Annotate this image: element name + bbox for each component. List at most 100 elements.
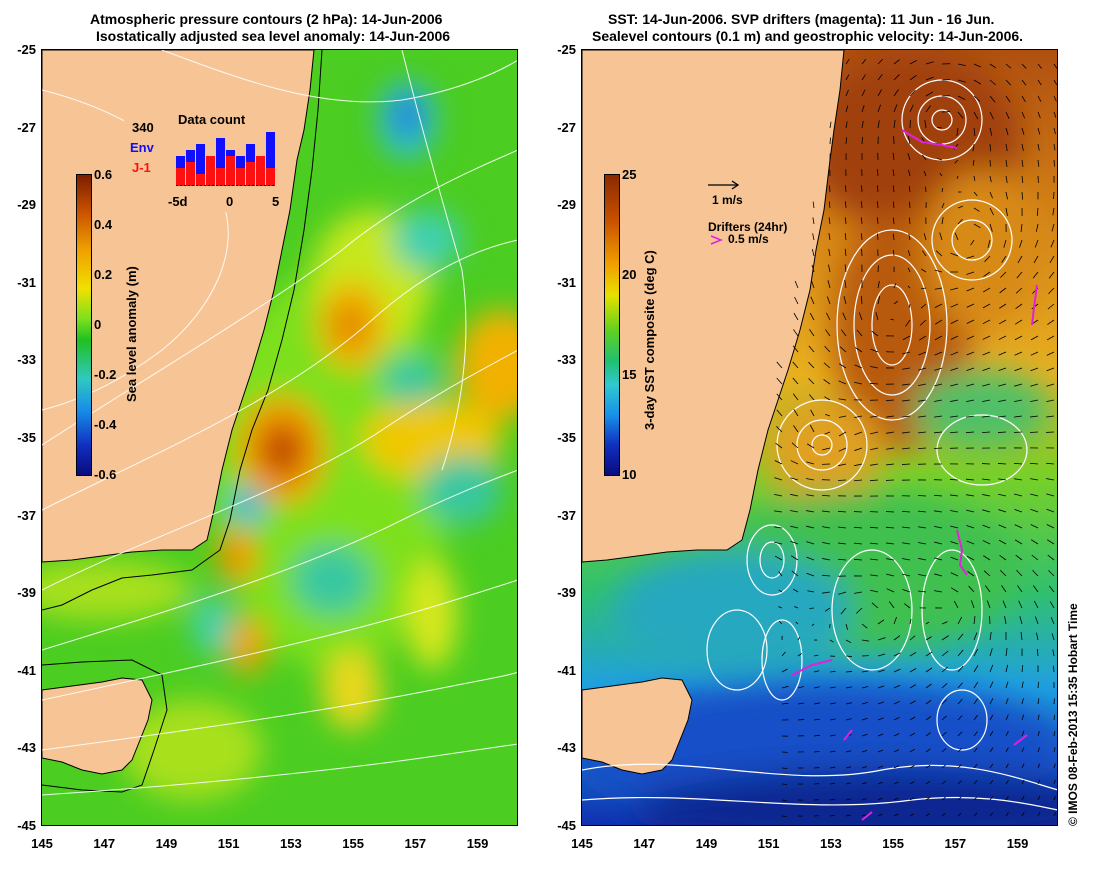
velocity-vector <box>1020 223 1023 232</box>
velocity-vector <box>934 367 943 371</box>
velocity-vector <box>1037 79 1042 86</box>
velocity-vector <box>806 494 815 497</box>
velocity-vector <box>861 686 869 689</box>
velocity-vector <box>794 280 799 289</box>
velocity-vector <box>843 296 847 305</box>
velocity-vector <box>957 205 963 209</box>
velocity-vector <box>1048 570 1055 577</box>
velocity-vector <box>973 207 980 212</box>
velocity-vector <box>934 557 943 561</box>
right-lat-tick: -27 <box>557 119 576 135</box>
velocity-vector <box>797 653 803 657</box>
velocity-vector <box>826 296 831 305</box>
velocity-vector <box>856 329 863 337</box>
velocity-vector <box>797 702 805 705</box>
velocity-vector <box>966 525 975 529</box>
velocity-vector <box>845 750 852 753</box>
velocity-vector <box>957 764 962 769</box>
velocity-vector <box>982 319 991 325</box>
right-lon-tick: 153 <box>820 836 842 851</box>
velocity-vector <box>810 296 815 305</box>
velocity-vector <box>925 667 933 673</box>
velocity-vector <box>1016 569 1023 577</box>
velocity-vector <box>1005 207 1008 216</box>
velocity-vector <box>957 649 964 657</box>
velocity-vector <box>941 635 949 641</box>
velocity-vector <box>1005 664 1009 673</box>
velocity-vector <box>909 618 912 625</box>
velocity-vector <box>877 781 883 785</box>
left-lon-tick: 149 <box>155 836 178 851</box>
velocity-vector <box>909 60 917 65</box>
velocity-vector <box>860 295 863 305</box>
velocity-vector <box>925 797 931 801</box>
velocity-vector <box>838 463 847 467</box>
velocity-vector <box>1014 493 1023 497</box>
velocity-vector <box>918 335 927 341</box>
velocity-vector <box>1001 255 1007 263</box>
velocity-vector <box>998 367 1007 372</box>
right-lat-tick: -43 <box>557 740 576 756</box>
velocity-vector <box>1021 747 1025 753</box>
velocity-vector <box>808 361 815 369</box>
velocity-vector <box>1005 779 1009 785</box>
velocity-vector <box>941 187 944 193</box>
velocity-vector <box>861 201 863 209</box>
sla-colorbar-title: Sea level anomaly (m) <box>124 266 139 402</box>
velocity-vector <box>877 280 880 289</box>
velocity-vector <box>853 526 863 529</box>
velocity-vector <box>934 510 943 513</box>
data-count-bars <box>176 132 276 186</box>
velocity-vector <box>1021 714 1025 721</box>
velocity-vector <box>778 606 783 609</box>
velocity-vector <box>829 137 831 145</box>
velocity-vector <box>925 105 931 113</box>
velocity-vector <box>1037 730 1040 737</box>
velocity-vector <box>877 89 883 97</box>
velocity-vector <box>877 717 884 721</box>
velocity-vector <box>1053 127 1056 135</box>
velocity-vector <box>989 111 994 120</box>
velocity-vector <box>829 670 836 673</box>
velocity-vector <box>790 477 799 481</box>
velocity-vector <box>957 79 966 83</box>
velocity-vector <box>1021 143 1024 151</box>
velocity-vector <box>869 526 879 529</box>
velocity-key-label: 1 m/s <box>712 193 743 207</box>
velocity-vector <box>1037 159 1040 167</box>
velocity-vector <box>893 765 899 769</box>
velocity-vector <box>776 393 783 401</box>
velocity-vector <box>941 699 948 705</box>
velocity-vector <box>957 665 964 673</box>
velocity-vector <box>949 431 959 434</box>
velocity-vector <box>965 478 975 481</box>
data-count-inset: Data count 340 Env J-1 -5d 0 5 <box>124 112 284 212</box>
velocity-vector <box>984 585 991 593</box>
velocity-vector <box>1021 191 1024 200</box>
velocity-vector <box>774 541 783 545</box>
velocity-vector <box>941 731 947 737</box>
velocity-vector <box>809 312 815 321</box>
velocity-vector <box>934 431 943 434</box>
velocity-vector <box>858 312 863 321</box>
sst-tick-2: 15 <box>622 367 637 382</box>
velocity-vector <box>918 351 927 356</box>
velocity-vector <box>871 602 879 609</box>
right-lon-tick: 145 <box>571 836 593 851</box>
velocity-vector <box>909 75 917 81</box>
velocity-vector <box>870 542 879 545</box>
velocity-vector <box>893 717 900 721</box>
velocity-vector <box>902 542 911 545</box>
velocity-vector <box>999 303 1007 309</box>
velocity-vector <box>939 232 943 241</box>
velocity-vector <box>842 312 847 321</box>
velocity-vector <box>902 573 911 577</box>
velocity-vector <box>812 233 815 241</box>
velocity-vector <box>791 555 799 561</box>
velocity-vector <box>845 623 849 630</box>
velocity-vector <box>892 217 895 225</box>
left-lat-tick: -27 <box>17 119 36 135</box>
sla-tick-4: -0.2 <box>94 367 117 382</box>
velocity-vector <box>824 396 831 401</box>
velocity-vector <box>813 670 820 673</box>
